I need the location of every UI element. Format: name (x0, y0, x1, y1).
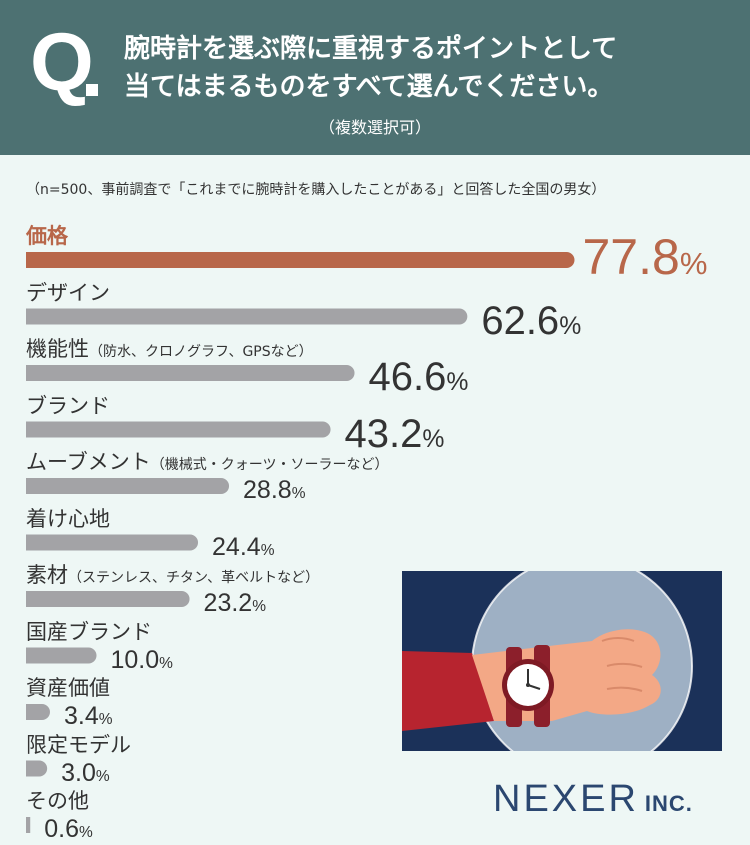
nexer-logo: NEXER INC. (493, 778, 693, 821)
category-note: （防水、クロノグラフ、GPSなど） (89, 344, 313, 360)
category-name: デザイン (26, 280, 110, 305)
value-label: 24.4% (212, 532, 275, 561)
category-label: 素材（ステンレス、チタン、革ベルトなど） (26, 562, 319, 591)
value-unit: % (679, 246, 708, 281)
category-label: 着け心地 (26, 506, 110, 532)
question-line-2: 当てはまるものをすべて選んでください。 (124, 72, 614, 102)
value-label: 3.0% (61, 758, 110, 787)
category-name: その他 (26, 789, 89, 813)
bar (26, 421, 331, 438)
q-mark: Q (30, 17, 94, 108)
value-number: 0.6 (44, 815, 79, 843)
bar (26, 704, 50, 720)
value-label: 23.2% (204, 591, 266, 616)
value-number: 77.8 (582, 229, 680, 285)
logo-main: NEXER (493, 778, 639, 820)
bar (26, 365, 355, 381)
value-label: 43.2% (345, 414, 445, 454)
value-number: 23.2 (203, 589, 253, 617)
bar (26, 760, 48, 777)
category-label: 機能性（防水、クロノグラフ、GPSなど） (26, 336, 313, 365)
multiple-choice-note: （複数選択可） (318, 118, 431, 137)
value-unit: % (559, 312, 582, 340)
question-header: Q 腕時計を選ぶ際に重視するポイントとして 当てはまるものをすべて選んでください… (0, 0, 750, 155)
value-label: 77.8% (582, 232, 707, 282)
value-label: 0.6% (44, 817, 93, 842)
bar (26, 478, 230, 494)
value-label: 3.4% (64, 704, 113, 729)
q-dot-icon (86, 84, 98, 96)
bar (26, 817, 31, 833)
wristwatch-on-arm-icon (402, 571, 693, 751)
value-number: 3.4 (63, 702, 99, 730)
category-label: 資産価値 (26, 675, 110, 701)
category-label: 国産ブランド (26, 619, 152, 645)
category-label: 価格 (26, 223, 68, 249)
value-unit: % (78, 824, 93, 841)
value-unit: % (159, 654, 173, 672)
value-unit: % (95, 767, 110, 785)
category-name: ブランド (26, 393, 110, 418)
category-label: その他 (26, 788, 89, 814)
value-number: 46.6 (368, 355, 447, 399)
category-label: ブランド (26, 393, 110, 419)
value-number: 43.2 (344, 411, 423, 456)
value-number: 10.0 (110, 645, 160, 674)
bar (26, 308, 468, 325)
category-name: 素材 (26, 563, 68, 587)
category-name: 着け心地 (26, 506, 110, 531)
category-label: ムーブメント（機械式・クォーツ・ソーラーなど） (26, 449, 388, 478)
bar (26, 534, 199, 551)
value-unit: % (252, 598, 267, 615)
category-name: 価格 (26, 224, 68, 248)
bar (26, 252, 575, 268)
value-label: 62.6% (481, 301, 581, 341)
value-unit: % (446, 369, 469, 396)
value-unit: % (422, 425, 445, 453)
wristwatch-illustration (402, 571, 722, 751)
category-label: 限定モデル (26, 732, 131, 758)
value-label: 46.6% (369, 357, 469, 397)
survey-note: （n=500、事前調査で「これまでに腕時計を購入したことがある」と回答した全国の… (26, 182, 606, 198)
category-name: 限定モデル (26, 732, 131, 757)
value-label: 10.0% (110, 645, 173, 674)
bar (26, 647, 97, 664)
category-note: （ステンレス、チタン、革ベルトなど） (68, 570, 320, 586)
value-unit: % (98, 711, 113, 728)
bar (26, 591, 190, 607)
value-unit: % (260, 541, 275, 559)
question-line-1: 腕時計を選ぶ際に重視するポイントとして (124, 34, 618, 64)
category-name: 資産価値 (26, 676, 110, 700)
question-text: 腕時計を選ぶ際に重視するポイントとして 当てはまるものをすべて選んでください。 (124, 30, 734, 106)
category-name: ムーブメント (26, 450, 151, 474)
logo-inc: INC. (644, 791, 693, 816)
category-label: デザイン (26, 280, 110, 306)
category-note: （機械式・クォーツ・ソーラーなど） (150, 457, 389, 473)
value-number: 3.0 (61, 758, 96, 787)
value-number: 24.4 (212, 532, 261, 561)
value-unit: % (291, 485, 306, 502)
category-name: 機能性 (26, 337, 89, 361)
category-name: 国産ブランド (26, 619, 152, 644)
value-label: 28.8% (243, 478, 305, 503)
value-number: 62.6 (481, 298, 560, 343)
value-number: 28.8 (243, 476, 292, 504)
